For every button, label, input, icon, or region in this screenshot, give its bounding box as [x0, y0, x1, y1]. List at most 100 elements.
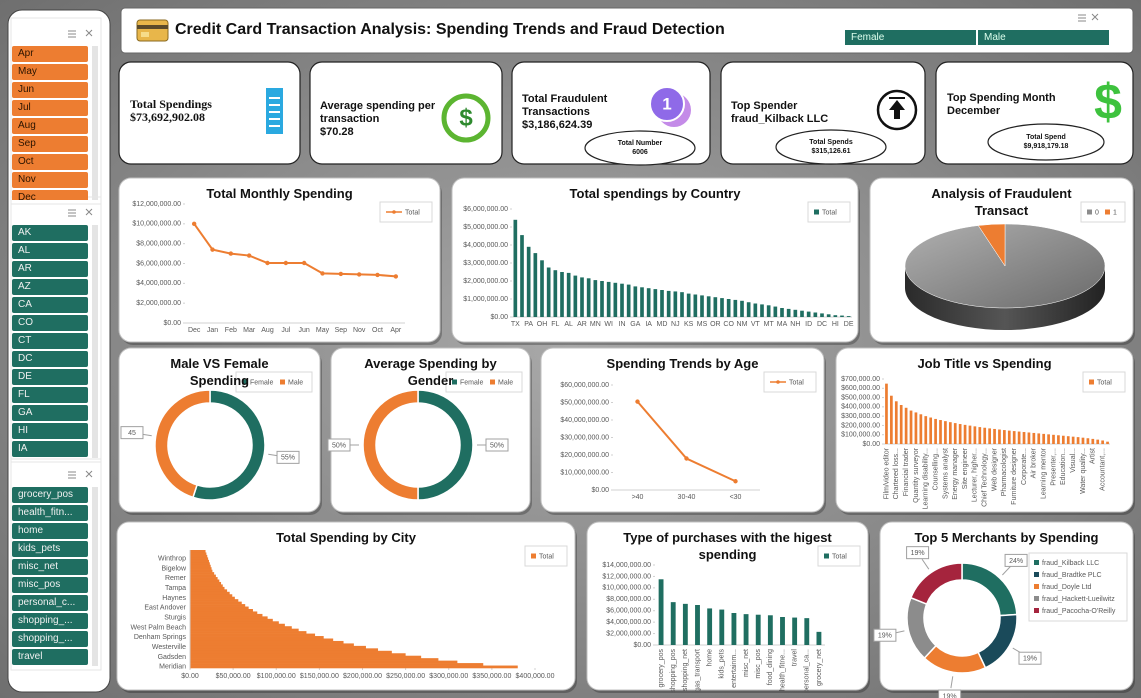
x-tick-label: Education...	[1060, 448, 1067, 485]
data-label-box	[906, 546, 930, 560]
slicer-item[interactable]: Jul	[12, 100, 88, 116]
y-tick-label: Denham Springs	[134, 634, 187, 641]
slicer-item[interactable]: AZ	[12, 279, 88, 295]
slicer-item[interactable]: CT	[12, 333, 88, 349]
leader-line	[921, 558, 930, 570]
line-marker	[635, 399, 640, 404]
bar	[833, 315, 838, 317]
slicer-item[interactable]: home	[12, 523, 88, 539]
bar	[983, 427, 987, 444]
slicer-item[interactable]: AL	[12, 243, 88, 259]
slicer-item[interactable]: FL	[12, 387, 88, 403]
slicer-item[interactable]: Apr	[12, 46, 88, 62]
slicer-item[interactable]: AK	[12, 225, 88, 241]
bar	[1096, 439, 1100, 444]
slicer-item[interactable]: misc_net	[12, 559, 88, 575]
scrollbar	[92, 46, 98, 200]
y-tick-label: $200,000.00	[841, 422, 880, 429]
slicer-item[interactable]: IA	[12, 441, 88, 457]
slicer-item[interactable]: DC	[12, 351, 88, 367]
data-label: 45	[128, 430, 136, 437]
slicer-item[interactable]: Nov	[12, 172, 88, 188]
bar	[894, 401, 898, 444]
gender-slicer-item[interactable]: Male	[978, 30, 1109, 45]
bar	[786, 308, 791, 317]
y-tick-label: $1,000,000.00	[463, 296, 508, 303]
slicer-item[interactable]: travel	[12, 649, 88, 665]
x-tick-label: grocery_pos	[658, 649, 665, 688]
y-tick-label: Bigelow	[161, 565, 186, 572]
slicer-item[interactable]: shopping_...	[12, 631, 88, 647]
legend-swatch	[1034, 572, 1039, 577]
y-tick-label: $8,000,000.00	[136, 241, 181, 248]
bar	[190, 660, 458, 664]
x-tick-label: Pharmacologist	[1001, 448, 1008, 496]
slicer-item[interactable]: CO	[12, 315, 88, 331]
y-tick-label: $14,000,000.00	[602, 562, 651, 569]
chart-title: Total Monthly Spending	[206, 186, 353, 201]
y-tick-label: $6,000,000.00	[463, 206, 508, 213]
slicer-item[interactable]: May	[12, 64, 88, 80]
chart-title: Type of purchases with the higest spendi…	[623, 530, 832, 562]
slicer-item[interactable]: Aug	[12, 118, 88, 134]
legend-swatch	[242, 379, 247, 385]
legend-swatch	[490, 379, 495, 385]
slicer-item[interactable]: Jun	[12, 82, 88, 98]
slicer-item[interactable]: DE	[12, 369, 88, 385]
slicer-item[interactable]: shopping_...	[12, 613, 88, 629]
slicer-item[interactable]: Oct	[12, 154, 88, 170]
slicer-item[interactable]: Dec	[12, 190, 88, 200]
bar	[840, 315, 844, 317]
dollar-cycle-icon: $	[441, 93, 491, 143]
bar	[190, 645, 366, 649]
data-label-box	[120, 426, 144, 440]
bar	[190, 564, 211, 568]
gender-slicer-item[interactable]: Female	[845, 30, 976, 45]
y-tick-label: $0.00	[862, 441, 880, 448]
slicer-item[interactable]: misc_pos	[12, 577, 88, 593]
bar	[190, 653, 406, 657]
bar	[190, 623, 285, 627]
x-tick-label: Systems analyst	[942, 448, 949, 499]
slicer-item[interactable]: GA	[12, 405, 88, 421]
badge-label: Total Spend	[1026, 134, 1066, 141]
leader-line	[1002, 565, 1011, 576]
x-tick-label: Mar	[243, 327, 256, 334]
upload-icon	[876, 89, 918, 131]
bar	[573, 275, 578, 317]
bar	[190, 636, 324, 639]
y-tick-label: $4,000,000.00	[463, 242, 508, 249]
bar	[953, 423, 957, 444]
x-tick-label: $250,000.00	[386, 673, 425, 680]
y-tick-label: $40,000,000.00	[560, 417, 609, 424]
bar	[190, 584, 223, 588]
x-tick-label: Web designer	[991, 447, 998, 491]
bar	[695, 605, 700, 645]
slicer-item[interactable]: health_fitn...	[12, 505, 88, 521]
legend-box	[1082, 371, 1126, 393]
bar	[190, 663, 484, 666]
slicer-item[interactable]: kids_pets	[12, 541, 88, 557]
badge-text: Total Spends $315,126.61	[781, 138, 881, 156]
x-tick-label: Film/video editor	[883, 447, 890, 499]
kpi-text: Total Fraudulent Transactions $3,186,624…	[522, 93, 622, 132]
slicer-item[interactable]: personal_c...	[12, 595, 88, 611]
x-tick-label: shopping_net	[682, 649, 689, 691]
bar	[753, 303, 758, 317]
x-tick-label: Water quality...	[1080, 448, 1087, 494]
x-tick-label: 30-40	[678, 494, 696, 501]
slicer-item[interactable]: CA	[12, 297, 88, 313]
line-marker	[191, 221, 197, 227]
x-tick-label: Site engineer	[962, 447, 969, 489]
badge-value: 6006	[632, 149, 648, 156]
bar	[1071, 436, 1075, 444]
bar	[190, 621, 279, 625]
slicer-item[interactable]: AR	[12, 261, 88, 277]
slicer-item[interactable]: Sep	[12, 136, 88, 152]
slicer-item[interactable]: grocery_pos	[12, 487, 88, 503]
x-tick-label: $300,000.00	[429, 673, 468, 680]
bar	[1057, 435, 1060, 444]
bar	[553, 270, 558, 317]
slicer-item[interactable]: HI	[12, 423, 88, 439]
x-tick-label: Feb	[225, 327, 237, 334]
